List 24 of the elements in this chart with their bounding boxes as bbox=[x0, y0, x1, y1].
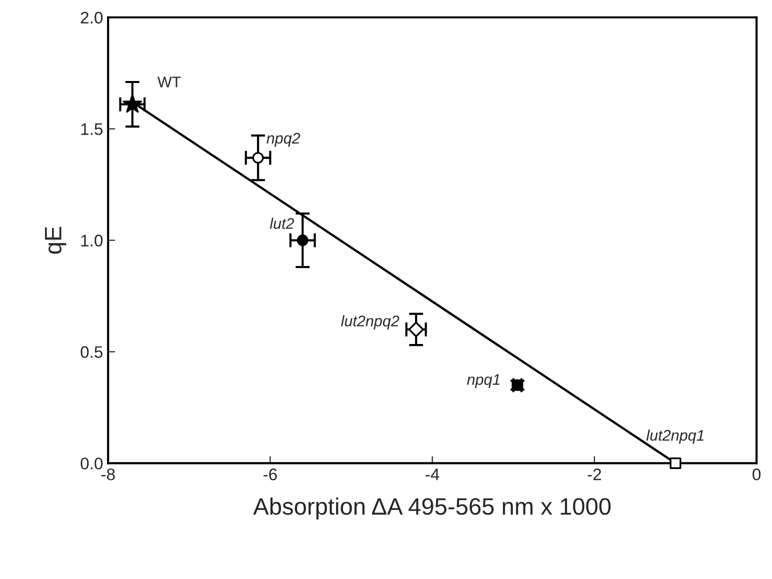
point bbox=[296, 234, 308, 246]
y-axis-title: qE bbox=[45, 226, 66, 254]
x-tick-label: 0 bbox=[752, 468, 761, 480]
series-label: npq1 bbox=[467, 374, 500, 388]
series-label: lut2npq1 bbox=[646, 430, 704, 444]
series-label: lut2npq2 bbox=[341, 315, 400, 330]
series-label: WT bbox=[157, 76, 181, 88]
series-label: lut2 bbox=[270, 218, 294, 229]
point bbox=[512, 379, 524, 391]
x-tick-label: -8 bbox=[101, 468, 115, 480]
series-label: npq2 bbox=[266, 132, 300, 147]
x-tick-label: -2 bbox=[588, 468, 602, 480]
y-tick-label: 0.0 bbox=[80, 458, 103, 470]
y-tick-label: 0.5 bbox=[80, 346, 103, 358]
point bbox=[252, 152, 264, 164]
x-tick-label: -6 bbox=[264, 468, 277, 480]
x-axis-title: Absorption ΔA 495-565 nm x 1000 bbox=[253, 497, 611, 520]
x-tick-label: -4 bbox=[426, 468, 440, 480]
y-tick-label: 1.5 bbox=[81, 123, 103, 136]
y-tick-label: 1.0 bbox=[81, 234, 103, 246]
point bbox=[122, 94, 142, 113]
point bbox=[408, 322, 424, 338]
y-tick-label: 2.0 bbox=[80, 12, 103, 24]
point bbox=[670, 457, 682, 469]
